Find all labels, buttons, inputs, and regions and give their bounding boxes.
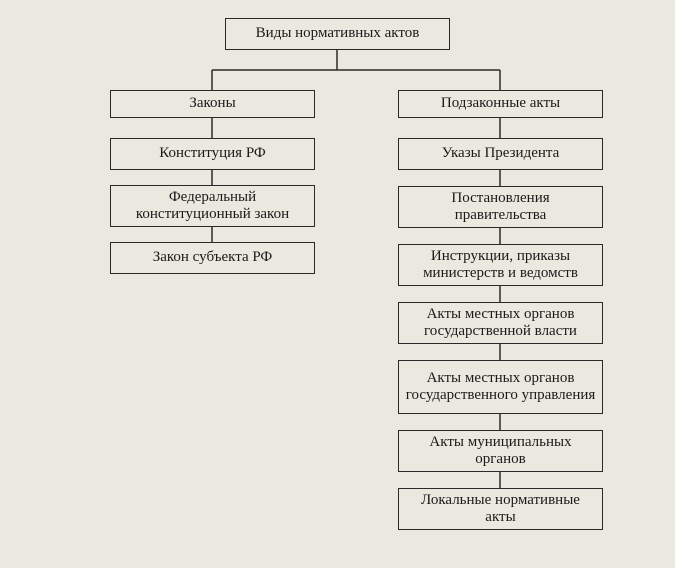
node-law-subject: Закон субъекта РФ [110, 242, 315, 274]
node-bylaw-government: Постановления правительства [398, 186, 603, 228]
node-bylaw-ministries: Инструкции, приказы министерств и ведомс… [398, 244, 603, 286]
diagram-canvas: Виды нормативных актов Законы Подзаконны… [0, 0, 675, 568]
node-bylaw-local-admin: Акты местных органов государственного уп… [398, 360, 603, 414]
node-law-federal-const: Федеральный конституционный закон [110, 185, 315, 227]
node-root: Виды нормативных актов [225, 18, 450, 50]
node-bylaw-municipal: Акты муниципальных органов [398, 430, 603, 472]
node-laws: Законы [110, 90, 315, 118]
node-bylaw-local-power: Акты местных органов государственной вла… [398, 302, 603, 344]
node-bylaw-local-acts: Локальные нормативные акты [398, 488, 603, 530]
node-law-constitution: Конституция РФ [110, 138, 315, 170]
node-bylaws: Подзаконные акты [398, 90, 603, 118]
node-bylaw-president: Указы Президента [398, 138, 603, 170]
